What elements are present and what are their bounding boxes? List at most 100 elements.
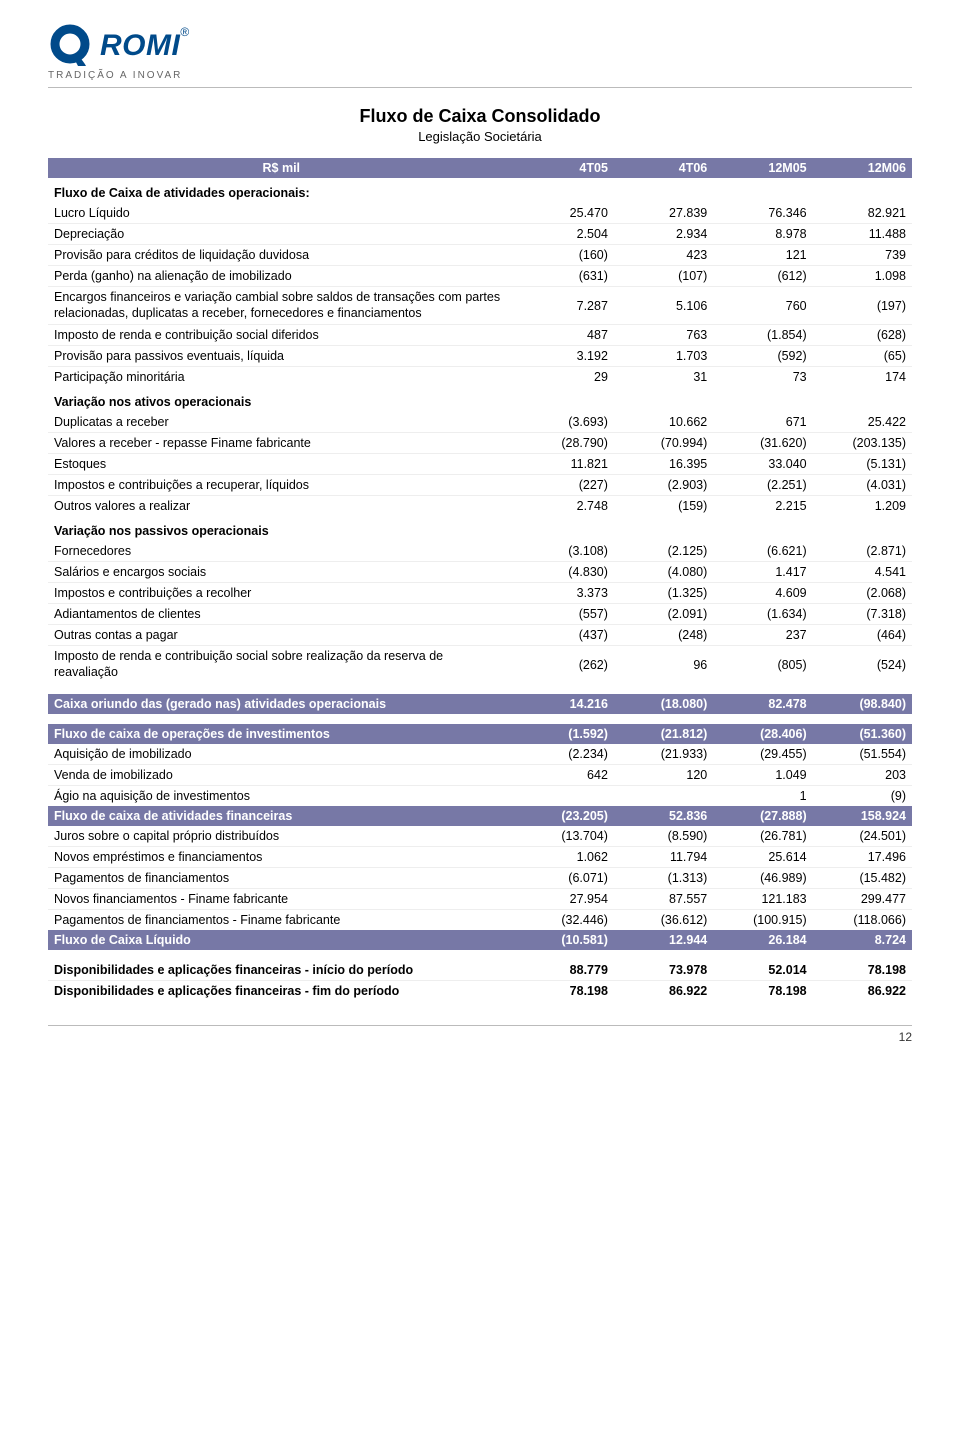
- table-row: Perda (ganho) na alienação de imobilizad…: [48, 266, 912, 287]
- band-financing: Fluxo de caixa de atividades financeiras…: [48, 806, 912, 826]
- row-value: 2.748: [515, 496, 614, 517]
- row-value: 27.839: [614, 203, 713, 224]
- row-value: 31: [614, 367, 713, 388]
- row-value: (29.455): [713, 744, 812, 765]
- row-value: (13.704): [515, 826, 614, 847]
- row-value: [515, 785, 614, 806]
- row-value: (32.446): [515, 909, 614, 930]
- row-value: (1.634): [713, 604, 812, 625]
- row-value: 78.198: [515, 980, 614, 1001]
- row-value: 174: [813, 367, 912, 388]
- table-row: Impostos e contribuições a recolher3.373…: [48, 583, 912, 604]
- row-value: 487: [515, 325, 614, 346]
- row-value: (464): [813, 625, 912, 646]
- row-value: 763: [614, 325, 713, 346]
- row-value: 11.821: [515, 454, 614, 475]
- row-label: Pagamentos de financiamentos - Finame fa…: [48, 909, 515, 930]
- row-label: Impostos e contribuições a recuperar, lí…: [48, 475, 515, 496]
- row-value: (5.131): [813, 454, 912, 475]
- row-value: (46.989): [713, 867, 812, 888]
- row-value: 88.779: [515, 960, 614, 981]
- row-value: (592): [713, 346, 812, 367]
- band-invest-label: Fluxo de caixa de operações de investime…: [48, 724, 515, 744]
- row-value: 29: [515, 367, 614, 388]
- row-value: (1.313): [614, 867, 713, 888]
- row-value: (262): [515, 646, 614, 684]
- row-value: (107): [614, 266, 713, 287]
- brand-header: ROMI® TRADIÇÃO A INOVAR: [48, 24, 912, 81]
- row-value: 3.192: [515, 346, 614, 367]
- row-value: 739: [813, 245, 912, 266]
- row-value: 2.934: [614, 224, 713, 245]
- row-value: (8.590): [614, 826, 713, 847]
- row-value: (248): [614, 625, 713, 646]
- table-row: Pagamentos de financiamentos - Finame fa…: [48, 909, 912, 930]
- row-value: 203: [813, 764, 912, 785]
- row-value: (15.482): [813, 867, 912, 888]
- row-value: 25.470: [515, 203, 614, 224]
- row-value: (7.318): [813, 604, 912, 625]
- row-value: 25.422: [813, 412, 912, 433]
- table-row: Venda de imobilizado6421201.049203: [48, 764, 912, 785]
- row-label: Imposto de renda e contribuição social d…: [48, 325, 515, 346]
- table-row: Participação minoritária293173174: [48, 367, 912, 388]
- row-label: Juros sobre o capital próprio distribuíd…: [48, 826, 515, 847]
- table-row: Lucro Líquido25.47027.83976.34682.921: [48, 203, 912, 224]
- row-value: (805): [713, 646, 812, 684]
- band-operating-cash: Caixa oriundo das (gerado nas) atividade…: [48, 694, 912, 714]
- cashflow-table: R$ mil 4T05 4T06 12M05 12M06 Fluxo de Ca…: [48, 158, 912, 1001]
- row-label: Aquisição de imobilizado: [48, 744, 515, 765]
- row-value: (4.830): [515, 562, 614, 583]
- row-label: Venda de imobilizado: [48, 764, 515, 785]
- row-value: 96: [614, 646, 713, 684]
- row-value: (36.612): [614, 909, 713, 930]
- col-unit: R$ mil: [48, 158, 515, 178]
- row-value: (2.234): [515, 744, 614, 765]
- row-value: 671: [713, 412, 812, 433]
- table-row: Salários e encargos sociais(4.830)(4.080…: [48, 562, 912, 583]
- table-row: Ágio na aquisição de investimentos1(9): [48, 785, 912, 806]
- row-value: (2.871): [813, 541, 912, 562]
- brand-name: ROMI: [100, 29, 180, 62]
- row-value: (3.108): [515, 541, 614, 562]
- row-value: (28.790): [515, 433, 614, 454]
- row-label: Encargos financeiros e variação cambial …: [48, 287, 515, 325]
- row-value: 86.922: [614, 980, 713, 1001]
- band-net-cashflow: Fluxo de Caixa Líquido (10.581) 12.944 2…: [48, 930, 912, 950]
- table-row: Provisão para passivos eventuais, líquid…: [48, 346, 912, 367]
- row-value: 7.287: [515, 287, 614, 325]
- row-label: Provisão para créditos de liquidação duv…: [48, 245, 515, 266]
- row-value: (2.091): [614, 604, 713, 625]
- row-value: 87.557: [614, 888, 713, 909]
- row-value: (557): [515, 604, 614, 625]
- table-row: Novos financiamentos - Finame fabricante…: [48, 888, 912, 909]
- row-label: Novos empréstimos e financiamentos: [48, 846, 515, 867]
- row-label: Disponibilidades e aplicações financeira…: [48, 980, 515, 1001]
- row-value: (6.071): [515, 867, 614, 888]
- table-row: Outras contas a pagar(437)(248)237(464): [48, 625, 912, 646]
- row-value: (628): [813, 325, 912, 346]
- table-row: Valores a receber - repasse Finame fabri…: [48, 433, 912, 454]
- table-row: Juros sobre o capital próprio distribuíd…: [48, 826, 912, 847]
- row-value: (4.031): [813, 475, 912, 496]
- row-value: (2.068): [813, 583, 912, 604]
- col-12m06: 12M06: [813, 158, 912, 178]
- row-value: (203.135): [813, 433, 912, 454]
- row-value: 1.098: [813, 266, 912, 287]
- row-value: (197): [813, 287, 912, 325]
- row-value: (9): [813, 785, 912, 806]
- table-header-row: R$ mil 4T05 4T06 12M05 12M06: [48, 158, 912, 178]
- row-value: 3.373: [515, 583, 614, 604]
- row-value: (227): [515, 475, 614, 496]
- row-value: (2.251): [713, 475, 812, 496]
- table-row: Fornecedores(3.108)(2.125)(6.621)(2.871): [48, 541, 912, 562]
- header-divider: [48, 87, 912, 88]
- row-label: Lucro Líquido: [48, 203, 515, 224]
- row-value: (118.066): [813, 909, 912, 930]
- row-value: (21.933): [614, 744, 713, 765]
- band-investments: Fluxo de caixa de operações de investime…: [48, 724, 912, 744]
- row-value: (631): [515, 266, 614, 287]
- row-label: Novos financiamentos - Finame fabricante: [48, 888, 515, 909]
- table-row: Imposto de renda e contribuição social s…: [48, 646, 912, 684]
- table-row: Depreciação2.5042.9348.97811.488: [48, 224, 912, 245]
